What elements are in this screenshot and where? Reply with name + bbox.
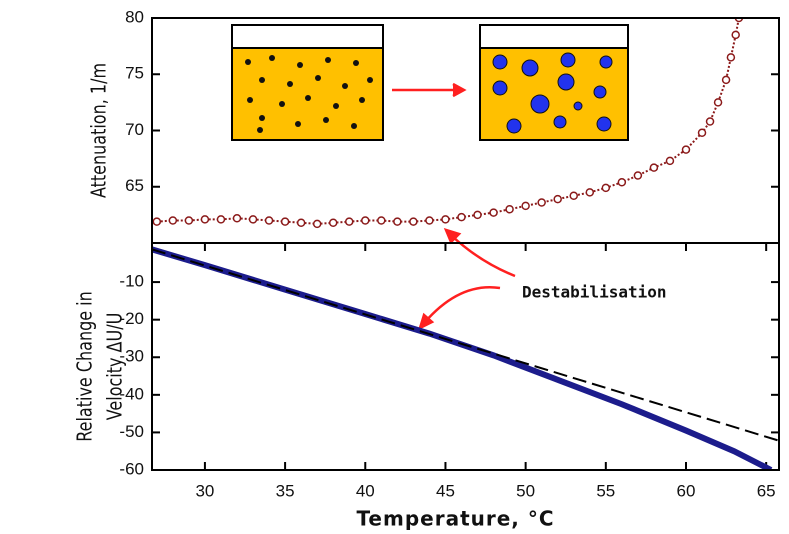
data-point <box>586 189 593 196</box>
data-point <box>474 211 481 218</box>
x-tick-label: 35 <box>276 481 295 500</box>
data-point <box>410 218 417 225</box>
data-point <box>618 179 625 186</box>
data-point <box>169 217 176 224</box>
data-point <box>250 216 257 223</box>
data-point <box>666 157 673 164</box>
data-point <box>538 199 545 206</box>
x-axis-label: Temperature, °C <box>356 507 554 531</box>
data-point <box>217 216 224 223</box>
data-point <box>490 209 497 216</box>
data-point <box>442 216 449 223</box>
y-tick-label: 75 <box>125 64 144 83</box>
y-axis-label: Velocity ΔU/U <box>104 313 127 421</box>
y-tick-label: -50 <box>119 422 144 441</box>
x-tick-label: 55 <box>596 481 615 500</box>
data-point <box>314 220 321 227</box>
x-tick-label: 40 <box>356 481 375 500</box>
x-tick-label: 65 <box>757 481 776 500</box>
chart: 65707580Attenuation, 1/m-10-20-30-40-50-… <box>0 0 789 534</box>
data-line <box>152 249 771 470</box>
inset-after <box>480 25 628 140</box>
data-point <box>715 99 722 106</box>
data-point <box>732 31 739 38</box>
y-axis-label: Attenuation, 1/m <box>88 63 111 198</box>
y-tick-label: -60 <box>119 459 144 478</box>
data-point <box>330 219 337 226</box>
data-point <box>699 129 706 136</box>
y-axis-label: Relative Change in <box>74 291 97 442</box>
data-point <box>298 219 305 226</box>
inset-before <box>232 25 383 140</box>
data-point <box>394 218 401 225</box>
x-tick-label: 30 <box>195 481 214 500</box>
data-point <box>426 217 433 224</box>
data-point <box>554 196 561 203</box>
data-point <box>650 164 657 171</box>
data-point <box>201 216 208 223</box>
data-point <box>723 76 730 83</box>
x-tick-label: 60 <box>677 481 696 500</box>
data-point <box>727 54 734 61</box>
data-point <box>458 214 465 221</box>
data-point <box>522 202 529 209</box>
x-tick-label: 45 <box>436 481 455 500</box>
y-tick-label: 70 <box>125 120 144 139</box>
data-point <box>153 218 160 225</box>
y-tick-label: 65 <box>125 176 144 195</box>
annotation: Destabilisation <box>522 283 667 302</box>
x-tick-label: 50 <box>516 481 535 500</box>
y-tick-label: -10 <box>119 272 144 291</box>
data-point <box>378 217 385 224</box>
data-point <box>346 218 353 225</box>
data-point <box>362 217 369 224</box>
data-point <box>682 146 689 153</box>
data-point <box>707 118 714 125</box>
data-point <box>266 217 273 224</box>
data-point <box>233 215 240 222</box>
data-point <box>185 217 192 224</box>
data-point <box>602 184 609 191</box>
data-point <box>634 172 641 179</box>
y-tick-label: 80 <box>125 7 144 26</box>
data-point <box>570 192 577 199</box>
data-point <box>282 218 289 225</box>
data-point <box>506 206 513 213</box>
series <box>152 249 771 470</box>
